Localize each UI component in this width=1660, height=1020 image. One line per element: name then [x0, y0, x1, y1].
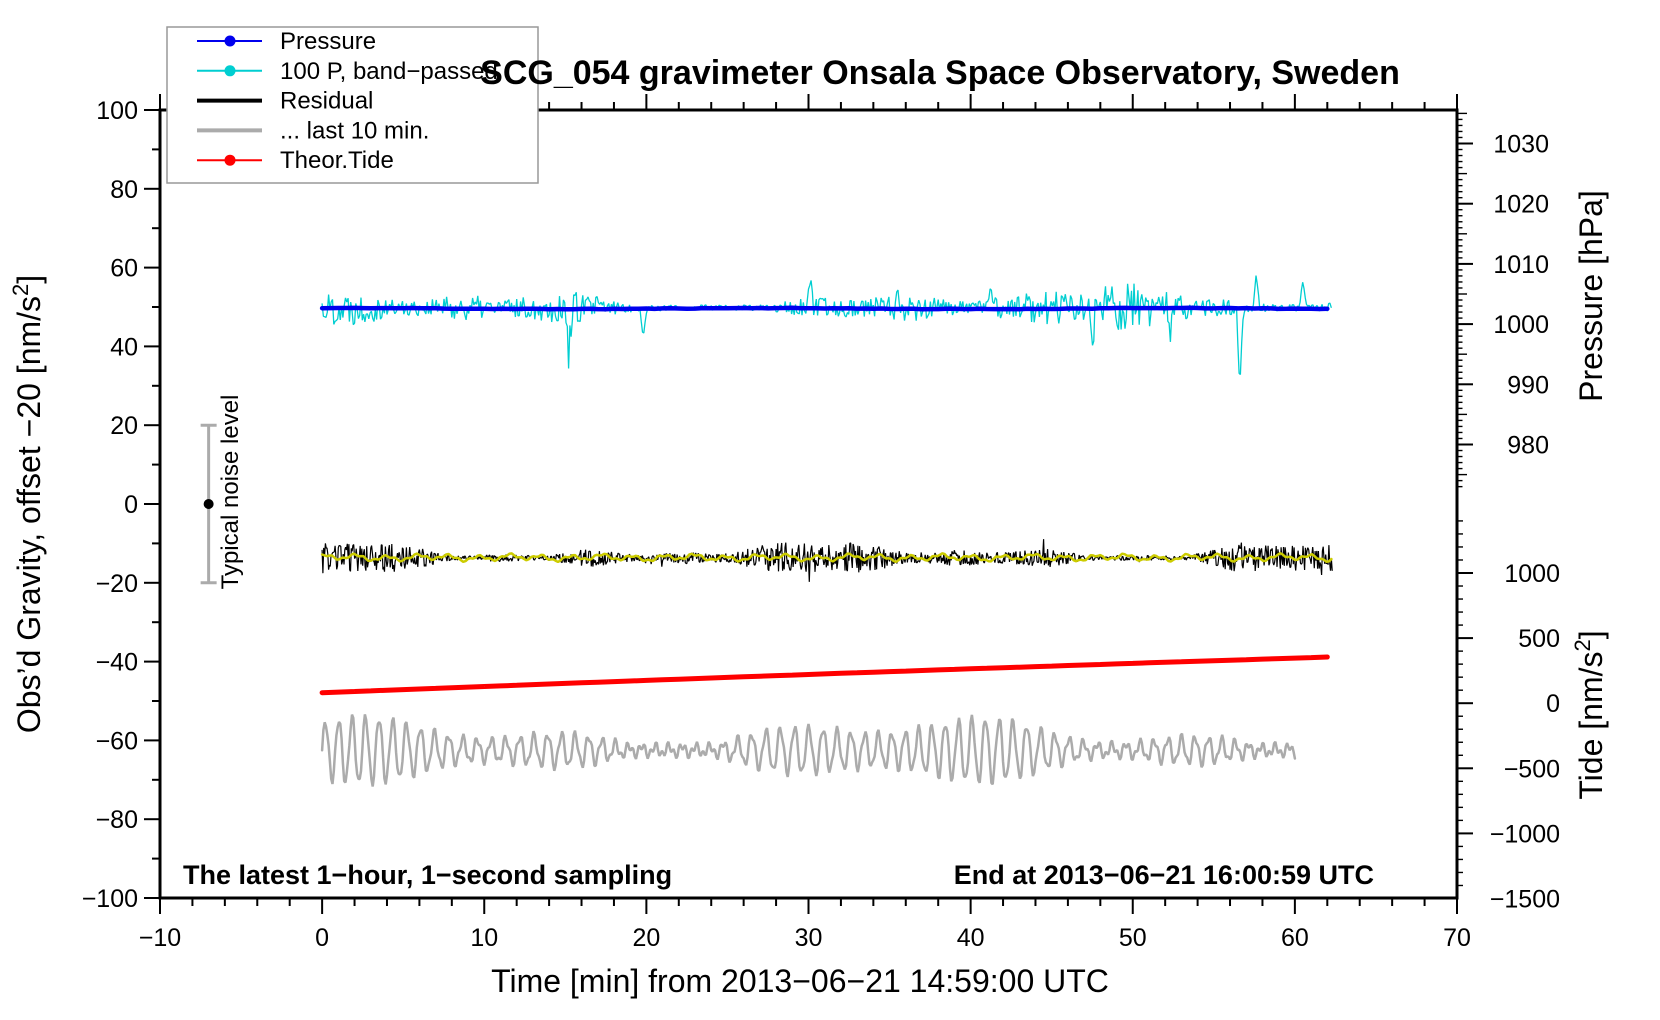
- gravity-tick-label: 100: [96, 97, 138, 125]
- x-tick-label: 20: [632, 924, 660, 952]
- gravity-tick-label: 60: [110, 255, 138, 283]
- gravity-tick-label: 20: [110, 412, 138, 440]
- x-tick-label: 70: [1443, 924, 1471, 952]
- tide-tick-label: −1500: [1490, 886, 1560, 914]
- x-tick-label: 10: [470, 924, 498, 952]
- end-time-annotation: End at 2013−06−21 16:00:59 UTC: [954, 860, 1374, 890]
- tide-axis-title: Tide [nm/s2]: [1570, 630, 1609, 799]
- plot-border: [158, 108, 1459, 900]
- gravity-tick-label: −60: [96, 727, 138, 755]
- tide-tick-label: 1000: [1504, 560, 1560, 588]
- pressure-tick-label: 980: [1507, 432, 1549, 460]
- pressure-axis-title: Pressure [hPa]: [1573, 190, 1609, 402]
- gravity-tick-label: −40: [96, 649, 138, 677]
- noise-bar-dot: [203, 499, 214, 509]
- plot-annotations: The latest 1−hour, 1−second sampling End …: [183, 860, 1374, 890]
- series-theor-tide: [319, 654, 1330, 696]
- pressure-tick-label: 1010: [1493, 251, 1549, 279]
- pressure-tick-label: 1000: [1493, 311, 1549, 339]
- x-tick-label: 50: [1119, 924, 1147, 952]
- legend-item-label: 100 P, band−passed: [280, 58, 498, 85]
- x-tick-label: −10: [139, 924, 181, 952]
- series-residual: [321, 539, 1333, 582]
- x-axis: −10 0 10 20 30 40 50 60 70 Time [min] from 2013−0…: [139, 94, 1471, 999]
- y-axis-tide: 1000 500 0 −500 −1000 −1500 Tide [nm/s2]: [1457, 520, 1609, 914]
- legend-item-label: ... last 10 min.: [280, 117, 429, 144]
- x-tick-label: 60: [1281, 924, 1309, 952]
- pressure-tick-label: 990: [1507, 371, 1549, 399]
- data-series: [319, 275, 1333, 787]
- series-pressure: [319, 305, 1330, 312]
- y-axis-gravity: −100 −80 −60 −40 −20 0 20 40 60 80 100 Obs’d Gravit…: [8, 97, 160, 913]
- noise-error-bar: Typical noise level: [200, 395, 244, 590]
- gravity-tick-label: −80: [96, 806, 138, 834]
- gravity-axis-title: Obs’d Gravity, offset −20 [nm/s2]: [8, 275, 47, 733]
- legend-item-label: Pressure: [280, 28, 376, 55]
- plot-frame: [158, 108, 1459, 900]
- x-tick-label: 0: [315, 924, 329, 952]
- x-tick-label: 30: [795, 924, 823, 952]
- legend-marker-dot: [224, 35, 236, 47]
- gravity-tick-label: −20: [96, 570, 138, 598]
- gravity-tick-label: 80: [110, 176, 138, 204]
- x-tick-label: 40: [957, 924, 985, 952]
- series-100-p-band-passed: [321, 275, 1332, 375]
- gravity-tick-label: −100: [82, 885, 138, 913]
- legend-marker-dot: [224, 65, 236, 77]
- noise-level-label: Typical noise level: [217, 395, 244, 590]
- gravity-tick-label: 0: [124, 491, 138, 519]
- series-residual-smoothed: [320, 552, 1333, 564]
- series--last-10-min-: [320, 714, 1297, 787]
- gravity-tick-label: 40: [110, 333, 138, 361]
- tide-tick-label: 0: [1546, 690, 1560, 718]
- x-axis-title: Time [min] from 2013−06−21 14:59:00 UTC: [491, 963, 1109, 999]
- y-axis-pressure: 1030 1020 1010 1000 990 980 Pressure [hPa]: [1457, 112, 1609, 488]
- page-title: SCG_054 gravimeter Onsala Space Observat…: [480, 54, 1400, 92]
- pressure-tick-label: 1020: [1493, 191, 1549, 219]
- tide-tick-label: 500: [1518, 625, 1560, 653]
- legend-marker-dot: [224, 154, 236, 166]
- legend-item-label: Theor.Tide: [280, 147, 394, 174]
- legend-item-label: Residual: [280, 88, 373, 115]
- tide-tick-label: −1000: [1490, 820, 1560, 848]
- pressure-tick-label: 1030: [1493, 131, 1549, 159]
- sampling-annotation: The latest 1−hour, 1−second sampling: [183, 860, 672, 890]
- tide-tick-label: −500: [1504, 755, 1560, 783]
- legend: Pressure 100 P, band−passed Residual... la…: [166, 26, 539, 184]
